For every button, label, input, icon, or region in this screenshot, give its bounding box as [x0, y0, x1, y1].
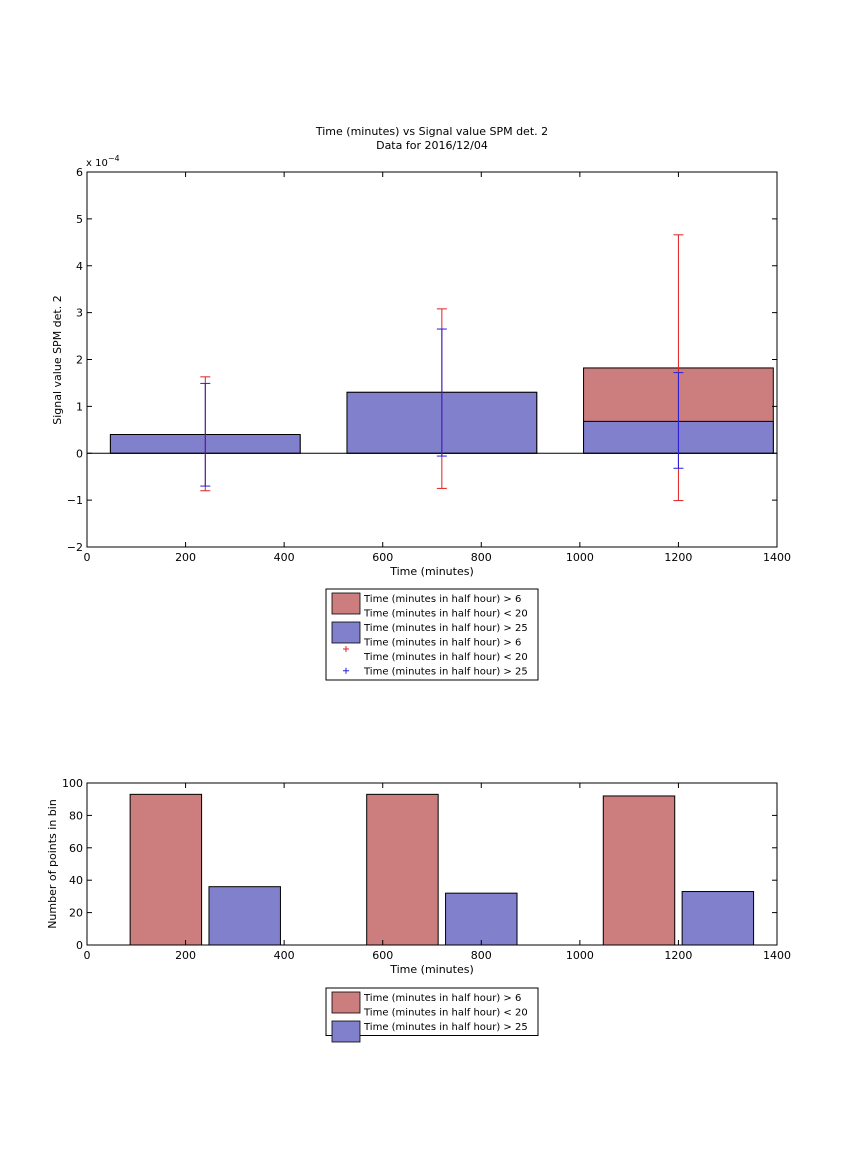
chart2-ytick-label: 20 — [69, 907, 83, 920]
chart2-xlabel: Time (minutes) — [389, 963, 474, 976]
chart1-xtick-label: 200 — [175, 551, 196, 564]
chart1-axes-box — [86, 171, 778, 548]
chart2-ytick-label: 40 — [69, 874, 83, 887]
legend-swatch — [331, 592, 361, 615]
chart1-ytick-label: 0 — [76, 447, 83, 460]
chart1-title: Time (minutes) vs Signal value SPM det. … — [315, 125, 548, 138]
chart1-ytick-label: 2 — [76, 354, 83, 367]
chart1-xtick-label: 600 — [372, 551, 393, 564]
chart2-ytick-label: 80 — [69, 809, 83, 822]
chart1-subtitle: Data for 2016/12/04 — [376, 139, 488, 152]
legend-label: Time (minutes in half hour) < 20 — [363, 609, 528, 620]
chart2-bar — [681, 891, 755, 946]
chart1-xtick-label: 800 — [471, 551, 492, 564]
chart2-ytick-label: 60 — [69, 842, 83, 855]
chart2-ytick-label: 0 — [76, 939, 83, 952]
chart1-ytick-label: 1 — [76, 400, 83, 413]
chart2-xtick-label: 600 — [372, 949, 393, 962]
chart2-xtick-label: 200 — [175, 949, 196, 962]
legend-swatch — [331, 1020, 361, 1043]
chart1-legend: Time (minutes in half hour) > 6 Time (min… — [325, 588, 539, 681]
legend-box — [325, 588, 539, 681]
count-chart: 0 200 400 600 800 1000 1200 1400 0 20 40 60 80 100 Ti… — [46, 777, 791, 1043]
chart2-xtick-label: 1200 — [664, 949, 692, 962]
legend-label: Time (minutes in half hour) > 6 — [363, 594, 521, 605]
legend-label: Time (minutes in half hour) > 25 — [363, 667, 528, 678]
chart1-xtick-label: 400 — [274, 551, 295, 564]
exponent-base: x 10 — [86, 158, 108, 169]
legend-label: Time (minutes in half hour) < 20 — [363, 652, 528, 663]
chart1-ytick-label: 3 — [76, 307, 83, 320]
chart2-ytick-label: 100 — [62, 777, 83, 790]
signal-chart: Time (minutes) vs Signal value SPM det. … — [51, 125, 791, 681]
chart2-xtick-label: 800 — [471, 949, 492, 962]
chart2-xtick-label: 0 — [84, 949, 91, 962]
chart1-ytick-label: −1 — [67, 494, 83, 507]
chart1-xtick-label: 0 — [84, 551, 91, 564]
chart2-bar — [602, 795, 676, 946]
exponent-power: −4 — [108, 154, 120, 163]
legend-label: Time (minutes in half hour) > 25 — [363, 1022, 528, 1033]
chart1-xtick-label: 1000 — [566, 551, 594, 564]
legend-label: Time (minutes in half hour) > 6 — [363, 638, 521, 649]
legend-label: Time (minutes in half hour) < 20 — [363, 1008, 528, 1019]
legend-swatch — [331, 991, 361, 1014]
chart2-xtick-label: 400 — [274, 949, 295, 962]
chart1-xtick-label: 1400 — [763, 551, 791, 564]
chart1-ytick-label: 5 — [76, 213, 83, 226]
chart1-xlabel: Time (minutes) — [389, 565, 474, 578]
chart1-xtick-label: 1200 — [664, 551, 692, 564]
legend-label: Time (minutes in half hour) > 6 — [363, 993, 521, 1004]
chart1-ytick-label: 4 — [76, 260, 83, 273]
chart2-xtick-label: 1000 — [566, 949, 594, 962]
chart2-legend: Time (minutes in half hour) > 6 Time (min… — [325, 987, 539, 1043]
chart2-bar — [129, 793, 203, 946]
chart2-ylabel: Number of points in bin — [46, 799, 59, 929]
chart2-axes-box — [86, 782, 778, 946]
chart1-ytick-label: 6 — [76, 166, 83, 179]
chart2-bar — [208, 886, 281, 946]
legend-label: Time (minutes in half hour) > 25 — [363, 623, 528, 634]
chart2-xtick-label: 1400 — [763, 949, 791, 962]
chart1-ytick-label: −2 — [67, 541, 83, 554]
chart1-ylabel: Signal value SPM det. 2 — [51, 295, 64, 425]
chart1-exponent-label: x 10−4 — [86, 154, 120, 169]
chart2-bar — [366, 793, 439, 946]
chart2-bar — [445, 892, 518, 946]
legend-swatch — [331, 621, 361, 644]
legend-box — [325, 987, 539, 1036]
